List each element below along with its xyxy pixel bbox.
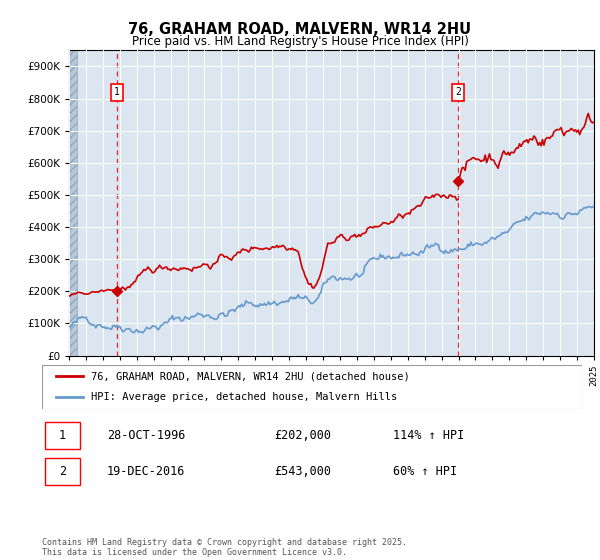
Text: 1: 1 <box>59 428 66 441</box>
FancyBboxPatch shape <box>42 365 582 409</box>
Text: £202,000: £202,000 <box>274 428 331 441</box>
Text: Contains HM Land Registry data © Crown copyright and database right 2025.
This d: Contains HM Land Registry data © Crown c… <box>42 538 407 557</box>
FancyBboxPatch shape <box>45 458 80 485</box>
Text: 60% ↑ HPI: 60% ↑ HPI <box>393 465 457 478</box>
Text: 28-OCT-1996: 28-OCT-1996 <box>107 428 185 441</box>
Text: 19-DEC-2016: 19-DEC-2016 <box>107 465 185 478</box>
Text: 76, GRAHAM ROAD, MALVERN, WR14 2HU (detached house): 76, GRAHAM ROAD, MALVERN, WR14 2HU (deta… <box>91 371 409 381</box>
Text: 1: 1 <box>114 87 120 97</box>
Text: HPI: Average price, detached house, Malvern Hills: HPI: Average price, detached house, Malv… <box>91 393 397 403</box>
FancyBboxPatch shape <box>45 422 80 449</box>
Bar <box>69 50 77 356</box>
Text: Price paid vs. HM Land Registry's House Price Index (HPI): Price paid vs. HM Land Registry's House … <box>131 35 469 48</box>
Text: 2: 2 <box>59 465 66 478</box>
Text: 114% ↑ HPI: 114% ↑ HPI <box>393 428 464 441</box>
Text: £543,000: £543,000 <box>274 465 331 478</box>
Text: 2: 2 <box>455 87 461 97</box>
Text: 76, GRAHAM ROAD, MALVERN, WR14 2HU: 76, GRAHAM ROAD, MALVERN, WR14 2HU <box>128 22 472 38</box>
